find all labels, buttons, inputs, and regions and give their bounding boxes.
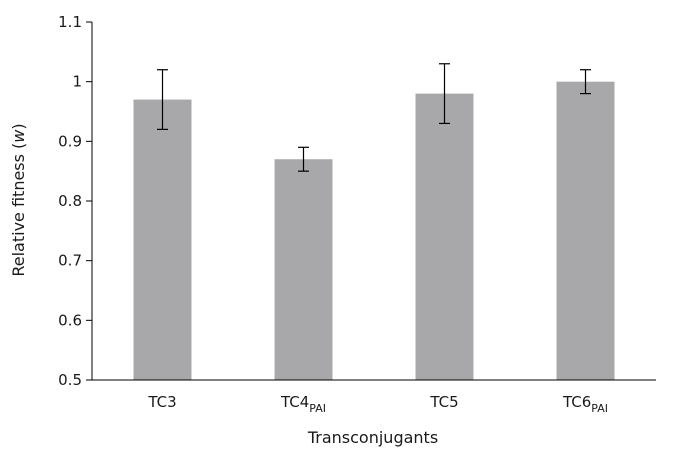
x-axis-ticks: TC3 TC4PAI TC5 TC6PAI (147, 393, 608, 415)
bar-tc5 (415, 93, 474, 380)
error-bar-tc6 (580, 69, 591, 95)
x-tick-label: TC6PAI (562, 393, 608, 415)
bars (133, 81, 615, 381)
x-tick-label-main: TC6 (562, 393, 591, 411)
y-axis-title-symbol: w (9, 129, 28, 143)
bar-tc6 (556, 81, 615, 381)
y-axis-ticks: 0.5 0.6 0.7 0.8 0.9 1 1.1 (58, 13, 92, 389)
y-axis-title: Relative fitness (w) (9, 123, 28, 276)
error-bar-tc5 (439, 63, 450, 125)
x-tick-label-main: TC5 (429, 393, 458, 411)
x-tick-label: TC3 (147, 393, 176, 411)
y-tick-label: 0.9 (58, 132, 82, 150)
y-tick-label: 0.7 (58, 252, 82, 270)
y-tick-label: 0.6 (58, 311, 82, 329)
error-bar-tc4 (298, 146, 309, 172)
x-tick-label-main: TC4 (280, 393, 309, 411)
y-axis-title-prefix: Relative fitness ( (9, 143, 28, 277)
y-tick-label: 0.8 (58, 192, 82, 210)
bar-tc3 (133, 99, 192, 381)
y-tick-label: 1.1 (58, 13, 82, 31)
error-bar-tc3 (157, 69, 168, 130)
x-tick-label-subscript: PAI (309, 402, 326, 415)
y-axis-title-suffix: ) (9, 123, 28, 129)
x-tick-label-subscript: PAI (591, 402, 608, 415)
y-tick-label: 1 (72, 73, 82, 91)
x-axis-title: Transconjugants (307, 428, 438, 447)
error-bars (157, 63, 591, 172)
x-tick-label: TC4PAI (280, 393, 326, 415)
x-tick-label: TC5 (429, 393, 458, 411)
x-tick-label-main: TC3 (147, 393, 176, 411)
bar-tc4 (274, 159, 333, 380)
y-tick-label: 0.5 (58, 371, 82, 389)
